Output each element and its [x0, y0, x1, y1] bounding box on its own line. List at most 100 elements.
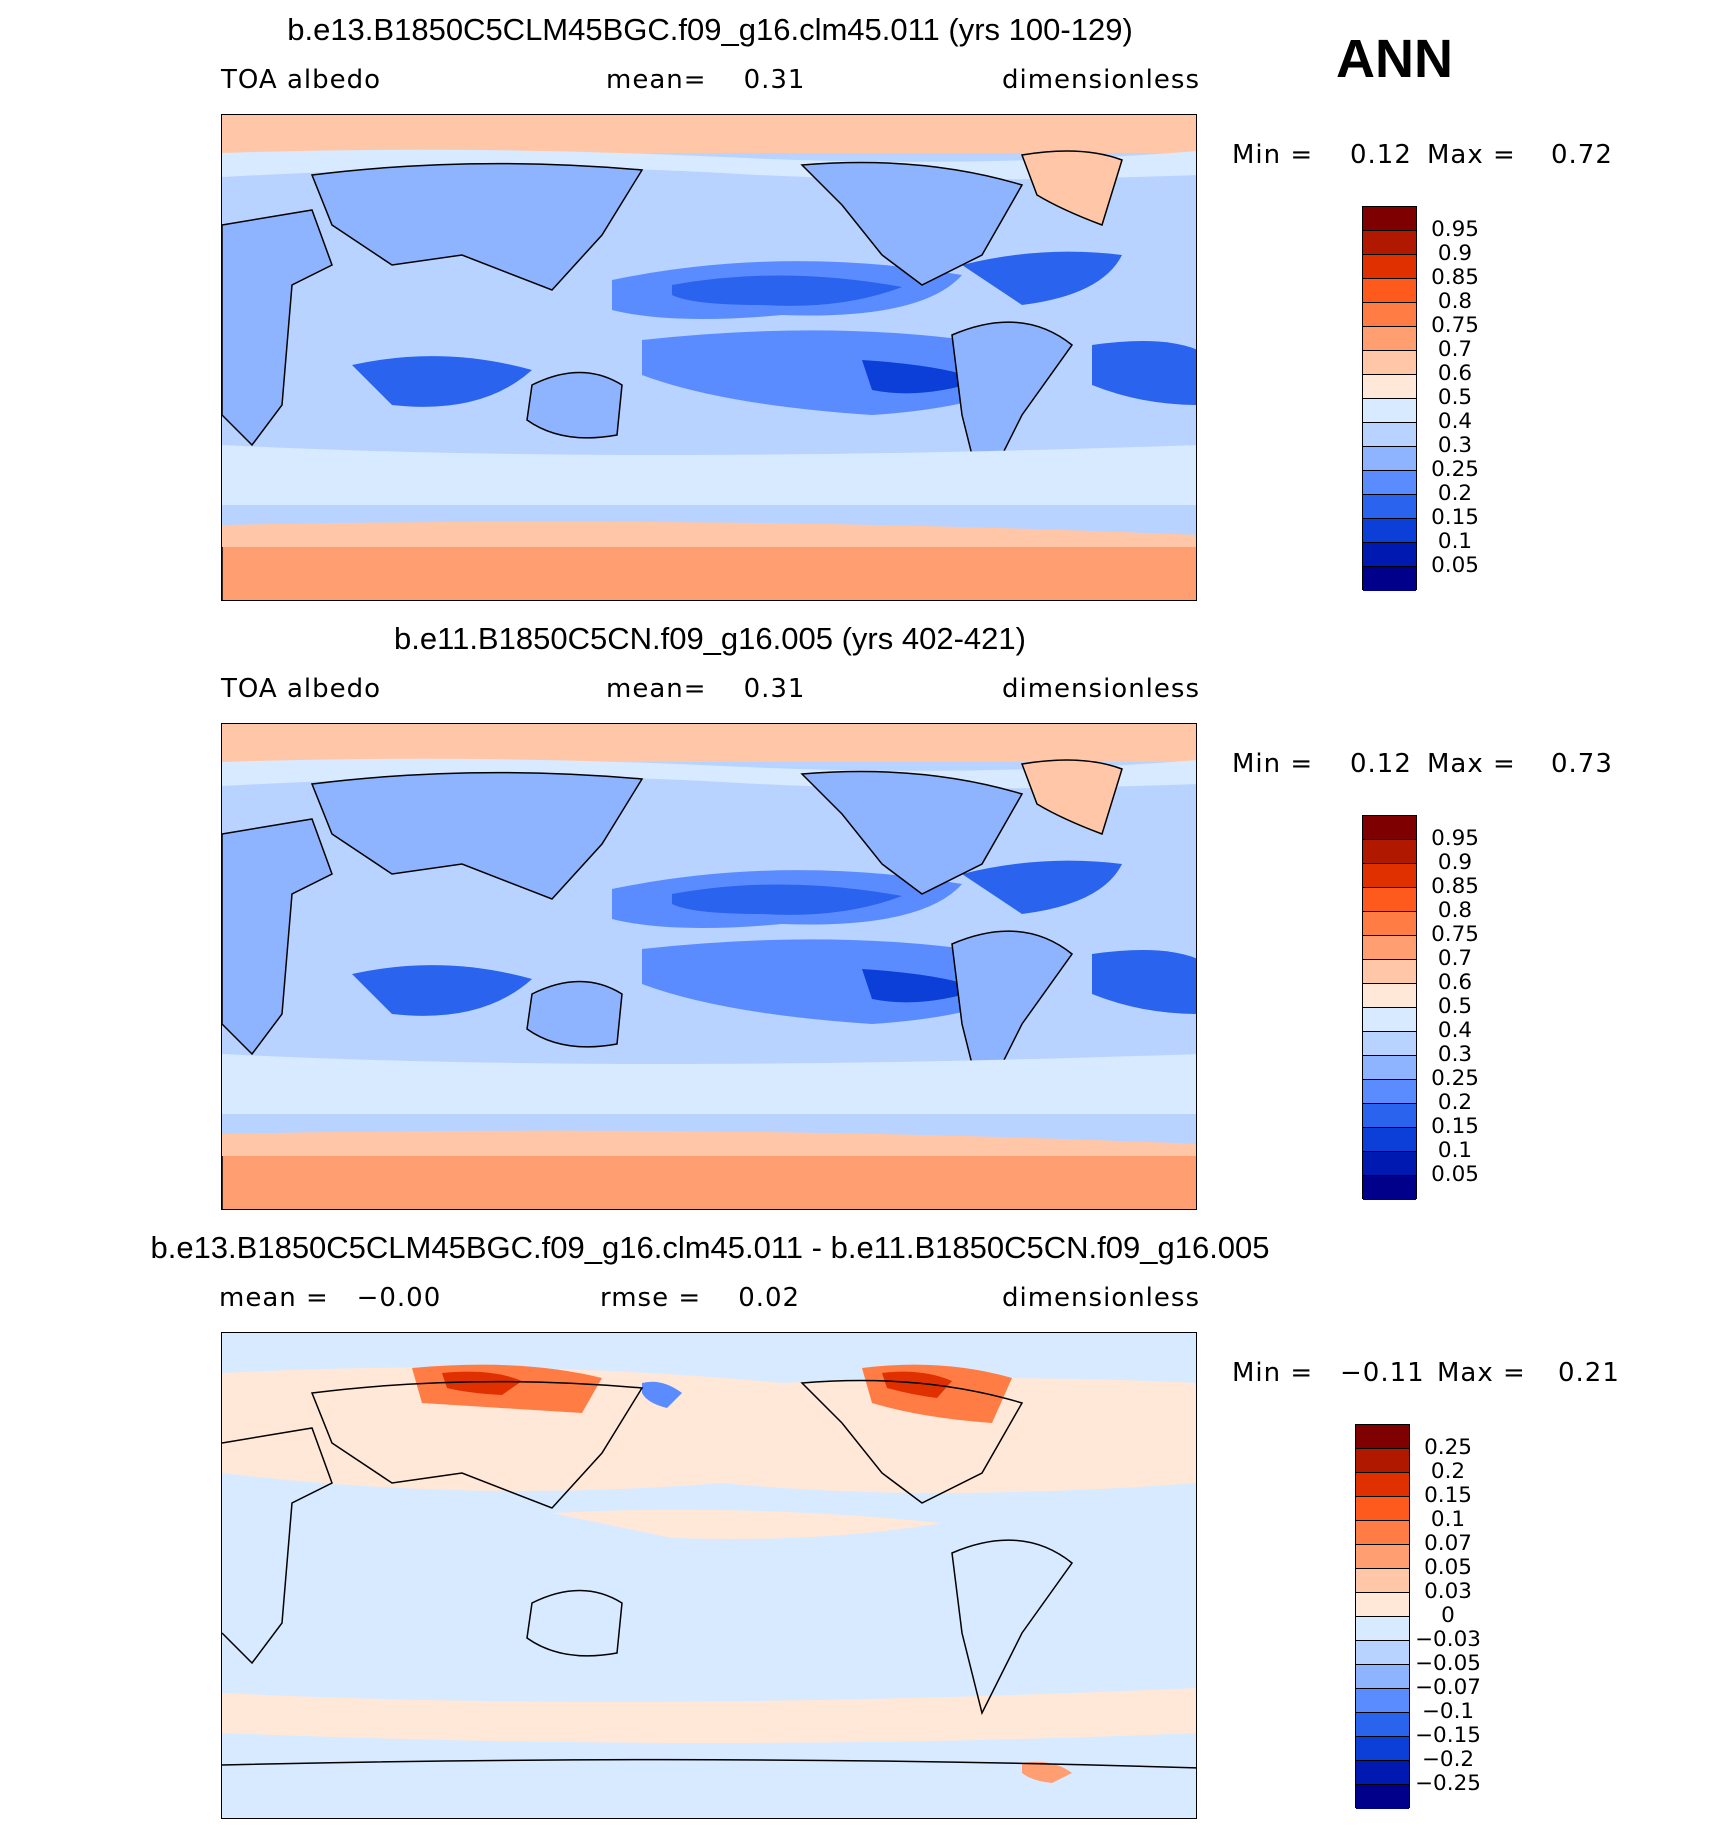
colorbar-tick-label: 0.1 [1437, 529, 1473, 554]
colorbar-swatch [1363, 864, 1416, 888]
siberia-negative [642, 1381, 682, 1408]
southern-ocean-band [222, 1054, 1196, 1114]
antarctica [222, 544, 1196, 600]
albedo-map [221, 114, 1197, 601]
colorbar-swatch [1363, 1152, 1416, 1176]
colorbar-tick-label: 0.15 [1431, 1114, 1479, 1139]
colorbar-swatch [1363, 399, 1416, 423]
colorbar-swatch [1356, 1641, 1409, 1665]
colorbar-swatch [1356, 1521, 1409, 1545]
north-pacific-core [672, 884, 902, 915]
eurasia [310, 771, 644, 900]
colorbar-swatch [1363, 936, 1416, 960]
min-value: −0.11 [1340, 1358, 1425, 1388]
colorbar-tick-label: −0.2 [1421, 1747, 1475, 1772]
colorbar-tick-label: 0.7 [1437, 337, 1473, 362]
colorbar-tick-label: 0.9 [1437, 850, 1473, 875]
colorbar-tick-label: 0.75 [1431, 922, 1479, 947]
colorbar-tick-label: 0.25 [1424, 1435, 1472, 1460]
colorbar-swatch [1356, 1593, 1409, 1617]
field-name-label: TOA albedo [221, 674, 382, 704]
min-value: 0.12 [1350, 749, 1412, 779]
colorbar-tick-label: 0.85 [1431, 874, 1479, 899]
field-name-label: TOA albedo [221, 65, 382, 95]
max-label: Max = [1427, 140, 1516, 170]
mean-label: mean = −0.00 [219, 1283, 442, 1313]
antarctic-edge [222, 521, 1196, 547]
colorbar-swatch [1363, 816, 1416, 840]
north-atlantic-low [962, 860, 1122, 914]
antarctic-positive [1022, 1761, 1072, 1783]
north-america [800, 770, 1024, 895]
colorbar-tick-label: 0.3 [1437, 1042, 1473, 1067]
colorbar-swatches [1362, 815, 1417, 1200]
europe-africa [222, 209, 333, 447]
colorbar-swatch [1363, 471, 1416, 495]
colorbar-tick-label: 0.05 [1424, 1555, 1472, 1580]
colorbar-swatch [1356, 1785, 1409, 1809]
panel-title: b.e13.B1850C5CLM45BGC.f09_g16.clm45.011 … [150, 1230, 1270, 1265]
panel-difference: b.e13.B1850C5CLM45BGC.f09_g16.clm45.011 … [0, 1218, 1710, 1828]
colorbar-tick-label: 0.07 [1424, 1531, 1472, 1556]
colorbar-tick-label: 0.6 [1437, 970, 1473, 995]
south-pacific-core [862, 360, 982, 394]
north-polar-band [222, 724, 1196, 762]
colorbar-tick-label: 0.2 [1437, 1090, 1473, 1115]
colorbar-swatch [1363, 840, 1416, 864]
colorbar-tick-label: 0.2 [1430, 1459, 1466, 1484]
south-pacific-core [862, 969, 982, 1003]
colorbar-tick-label: 0.03 [1424, 1579, 1472, 1604]
colorbar-swatch [1363, 495, 1416, 519]
colorbar-swatch [1363, 1056, 1416, 1080]
tropical-positive [552, 1509, 942, 1539]
colorbar-swatch [1363, 279, 1416, 303]
colorbar-tick-label: 0.2 [1437, 481, 1473, 506]
colorbar-swatch [1363, 375, 1416, 399]
units-label: dimensionless [1002, 674, 1200, 704]
antarctica-outline [222, 1758, 1196, 1769]
colorbar-swatch [1363, 1008, 1416, 1032]
colorbar-swatch [1356, 1569, 1409, 1593]
colorbar-tick-label: 0.25 [1431, 457, 1479, 482]
panel-title: b.e11.B1850C5CN.f09_g16.005 (yrs 402-421… [394, 621, 1026, 656]
colorbar-tick-label: 0.15 [1424, 1483, 1472, 1508]
eurasia-outline [310, 1380, 644, 1509]
southern-ocean-band [222, 445, 1196, 505]
australia [526, 371, 623, 439]
colorbar-swatch [1363, 351, 1416, 375]
colorbar-tick-label: −0.03 [1415, 1627, 1481, 1652]
colorbar-swatch [1356, 1545, 1409, 1569]
colorbar-tick-label: −0.25 [1415, 1771, 1481, 1796]
difference-map [221, 1332, 1197, 1819]
indian-ocean-low [352, 965, 532, 1016]
rmse-label: rmse = 0.02 [600, 1283, 801, 1313]
colorbar-tick-label: 0.3 [1437, 433, 1473, 458]
albedo-map [221, 723, 1197, 1210]
season-label: ANN [1336, 29, 1453, 89]
colorbar-tick-label: 0.95 [1431, 826, 1479, 851]
colorbar-swatch [1363, 543, 1416, 567]
south-pacific-low [642, 939, 1052, 1024]
colorbar-swatch [1363, 1080, 1416, 1104]
panel-model-b: b.e11.B1850C5CN.f09_g16.005 (yrs 402-421… [0, 609, 1710, 1219]
colorbar-swatch [1363, 423, 1416, 447]
antarctica [222, 1153, 1196, 1209]
colorbar-tick-label: 0.85 [1431, 265, 1479, 290]
north-america [800, 161, 1024, 286]
colorbar-swatch [1356, 1425, 1409, 1449]
north-atlantic-low [962, 251, 1122, 305]
colorbar-swatch [1363, 231, 1416, 255]
max-value: 0.21 [1558, 1358, 1620, 1388]
colorbar-swatch [1363, 519, 1416, 543]
europe-africa [222, 818, 333, 1056]
greenland-ice [1020, 150, 1123, 226]
north-polar-band [222, 115, 1196, 153]
colorbar-swatch [1356, 1689, 1409, 1713]
colorbar-swatch [1363, 1104, 1416, 1128]
colorbar-swatch [1356, 1737, 1409, 1761]
colorbar-tick-label: 0.25 [1431, 1066, 1479, 1091]
colorbar-swatch [1363, 912, 1416, 936]
colorbar-swatch [1363, 447, 1416, 471]
colorbar-swatch [1356, 1617, 1409, 1641]
colorbar-swatch [1363, 567, 1416, 591]
